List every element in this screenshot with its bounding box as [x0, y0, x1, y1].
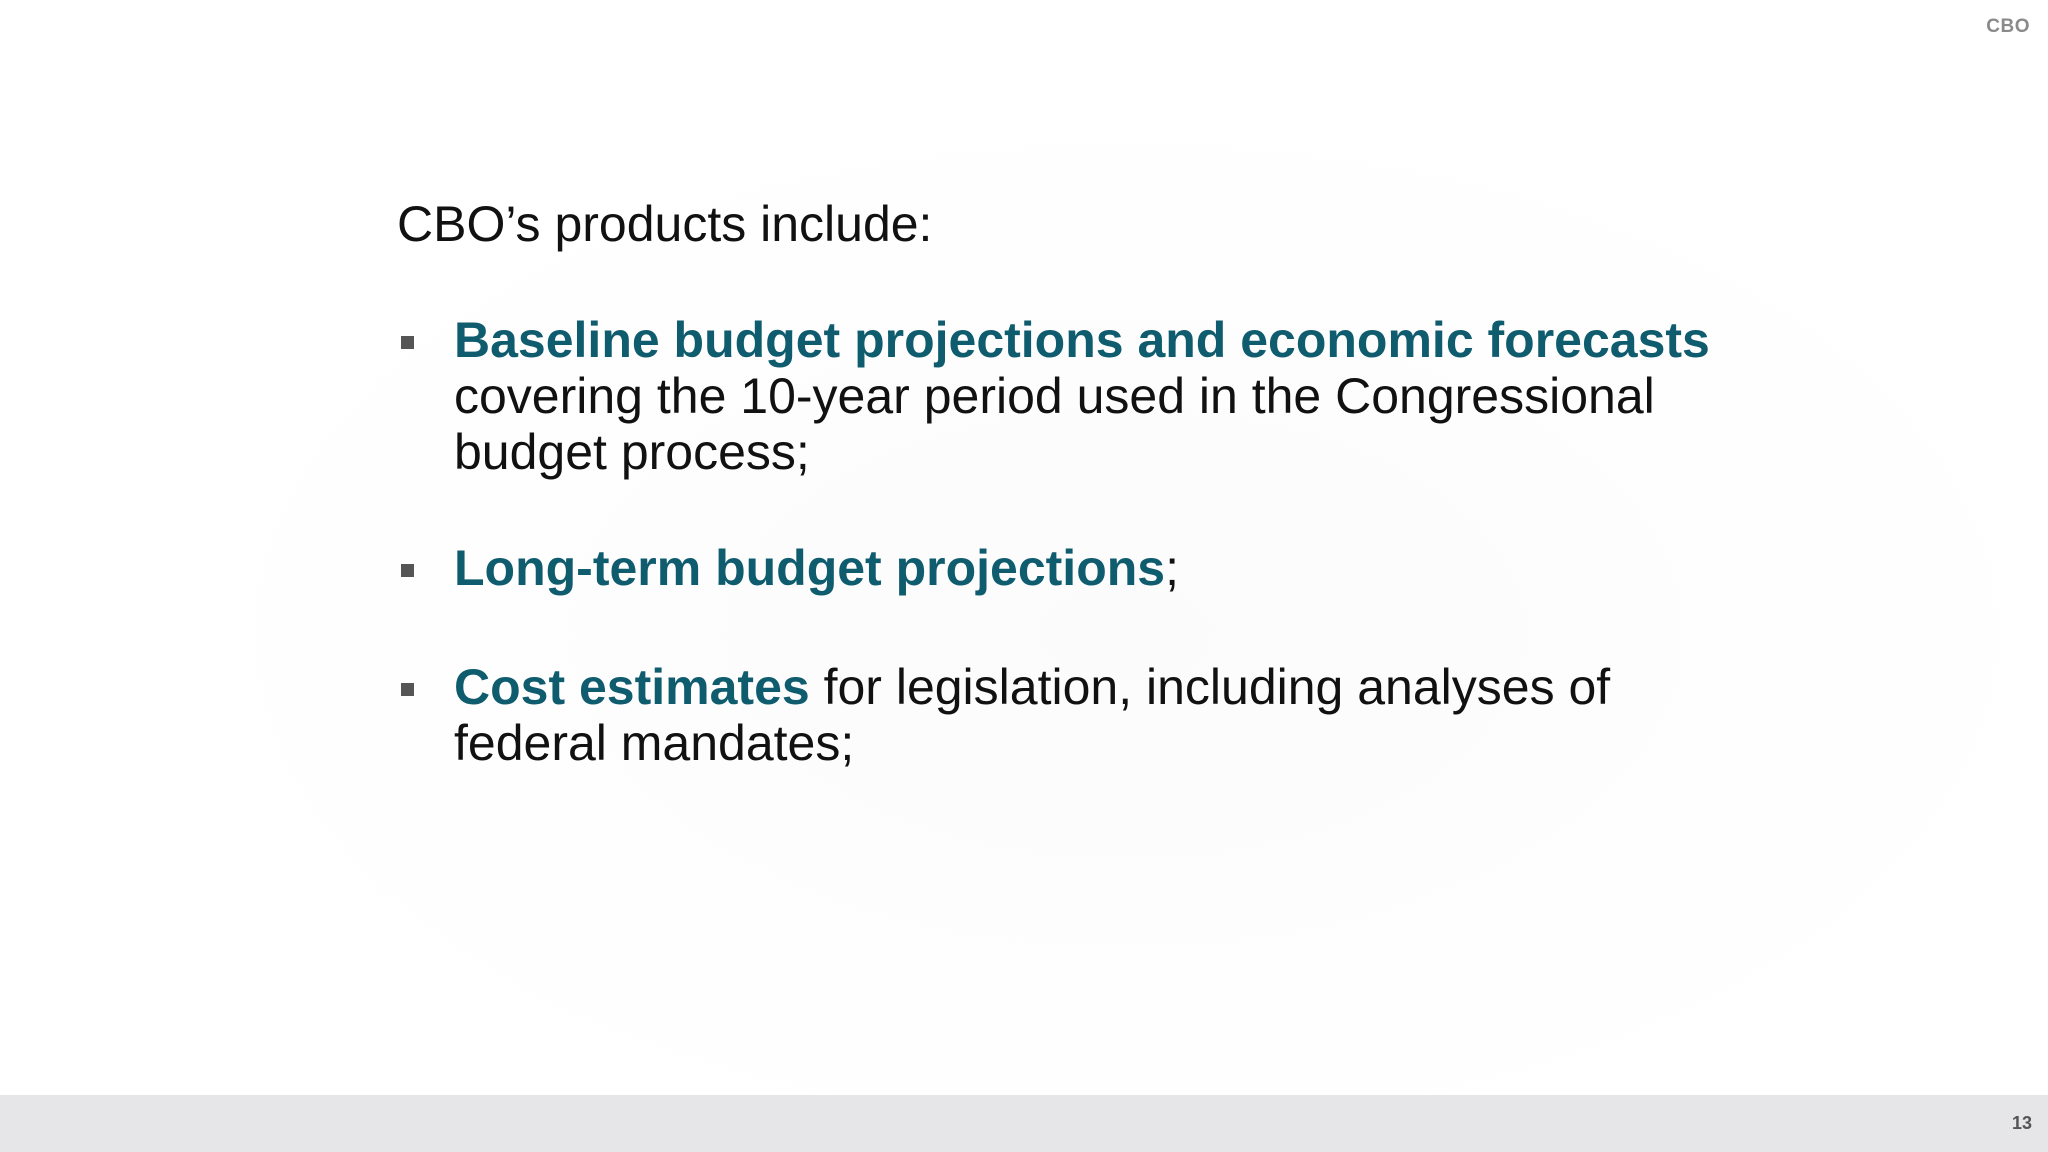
- bullet-text: for legislation, including analyses of f…: [454, 659, 1611, 771]
- bullet-text: ;: [1165, 540, 1179, 596]
- bullet-text: covering the 10-year period used in the …: [454, 368, 1655, 480]
- bullet-list: Baseline budget projections and economic…: [397, 312, 1717, 831]
- bullet-highlight: Long-term budget projections: [454, 540, 1166, 596]
- bullet-item-long-term: Long-term budget projections;: [397, 540, 1717, 596]
- square-bullet-icon: [401, 683, 414, 696]
- bullet-highlight: Cost estimates: [454, 659, 810, 715]
- square-bullet-icon: [401, 564, 414, 577]
- cbo-logo: CBO: [1986, 16, 2030, 37]
- lead-text: CBO’s products include:: [397, 196, 933, 252]
- bullet-highlight: Baseline budget projections and economic…: [454, 312, 1710, 368]
- bullet-item-baseline: Baseline budget projections and economic…: [397, 312, 1717, 480]
- square-bullet-icon: [401, 336, 414, 349]
- bullet-item-cost-estimates: Cost estimates for legislation, includin…: [397, 659, 1717, 771]
- page-number: 13: [2011, 1113, 2032, 1133]
- footer-bar: 13: [0, 1095, 2048, 1152]
